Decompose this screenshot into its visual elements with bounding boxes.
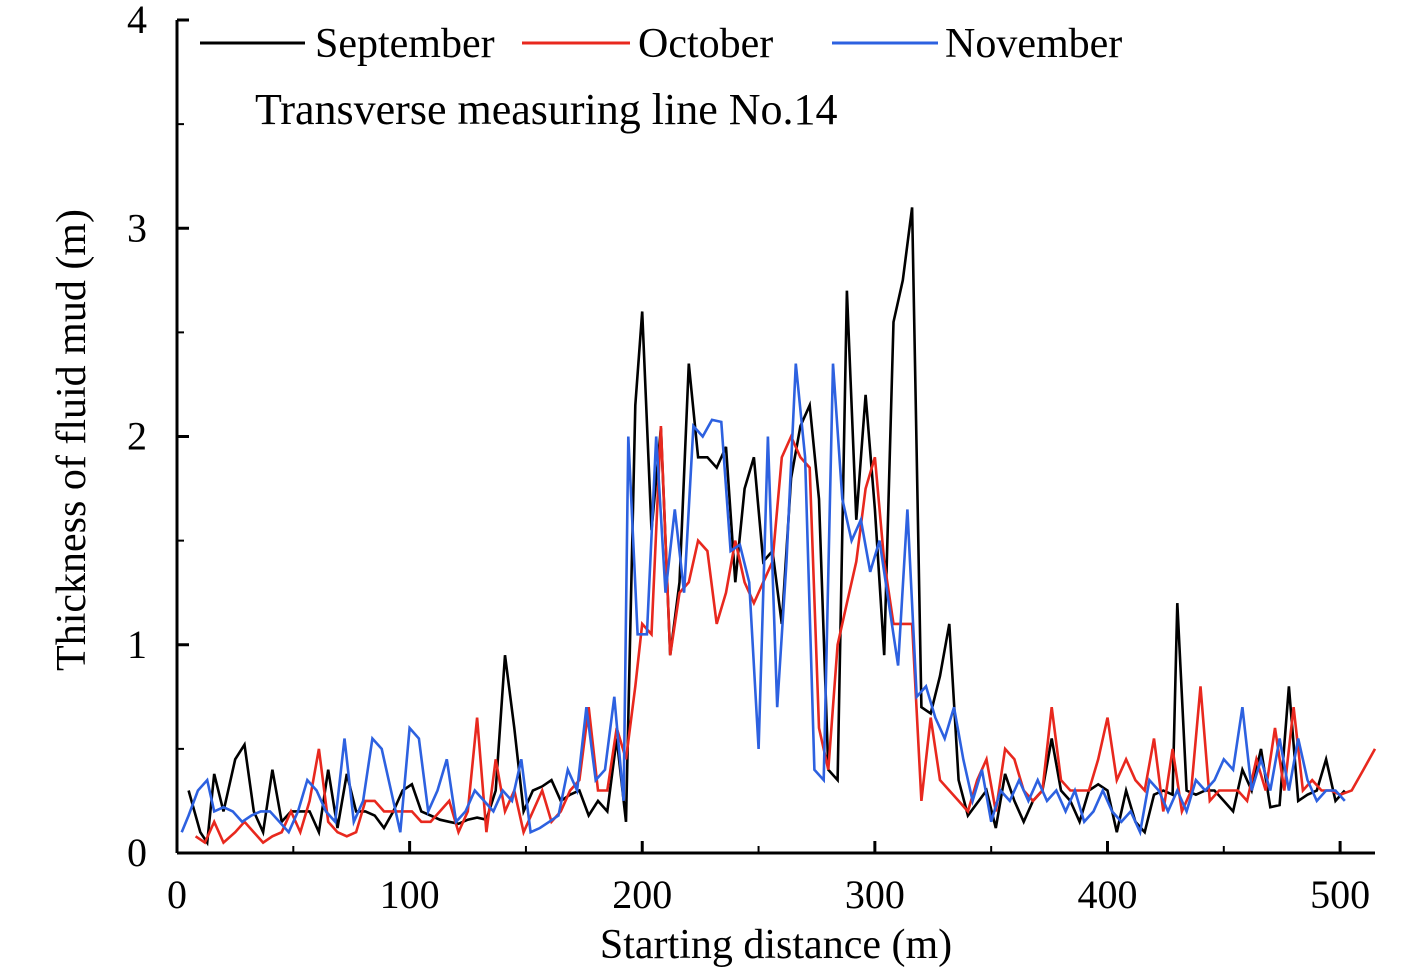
series-line-november [180, 363, 1346, 837]
series-line-september [187, 207, 1346, 847]
y-tick-label-4: 4 [127, 0, 147, 42]
x-tick-label-200: 200 [612, 872, 672, 917]
x-tick-label-500: 500 [1310, 872, 1370, 917]
chart-annotation: Transverse measuring line No.14 [255, 85, 838, 134]
y-tick-label-2: 2 [127, 414, 147, 459]
y-axis-title: Thickness of fluid mud (m) [49, 209, 95, 671]
series-line-october [194, 426, 1377, 845]
series-lines [180, 207, 1377, 847]
y-tick-label-0: 0 [127, 830, 147, 875]
legend: September October November [200, 21, 1122, 67]
x-tick-label-0: 0 [167, 872, 187, 917]
ticks: 0 1 2 3 4 0 100 200 300 400 500 [127, 0, 1370, 917]
x-tick-label-400: 400 [1077, 872, 1137, 917]
x-tick-label-100: 100 [380, 872, 440, 917]
y-tick-label-1: 1 [127, 622, 147, 667]
legend-label-september: September [315, 21, 495, 67]
legend-label-october: October [638, 21, 773, 67]
x-tick-label-300: 300 [845, 872, 905, 917]
legend-label-november: November [945, 21, 1122, 67]
y-tick-label-3: 3 [127, 205, 147, 250]
x-axis-title: Starting distance (m) [600, 922, 952, 968]
axes [175, 20, 1375, 855]
